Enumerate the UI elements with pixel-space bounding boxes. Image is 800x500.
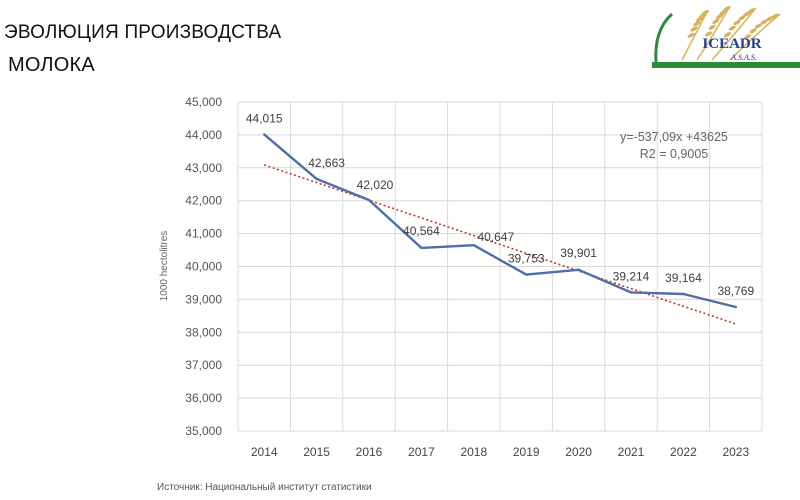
x-tick-label: 2014 <box>251 445 278 459</box>
x-tick-label: 2018 <box>460 445 487 459</box>
logo-text: ICEADR <box>702 36 761 52</box>
y-tick-label: 35,000 <box>185 424 222 438</box>
data-label: 39,901 <box>560 246 597 260</box>
trendline-equation: y=-537,09x +43625 R2 = 0,9005 <box>604 129 744 163</box>
data-point <box>734 305 737 309</box>
source-note: Источник: Национальный институт статисти… <box>157 482 372 493</box>
x-tick-label: 2021 <box>618 445 645 459</box>
y-axis-label: 1000 hectolitres <box>159 231 170 302</box>
data-labels: 44,015 42,663 42,020 40,564 40,647 39,753 39,9… <box>246 111 755 298</box>
data-point <box>577 268 580 271</box>
data-point <box>525 273 528 276</box>
trendline-layer <box>263 164 737 325</box>
x-tick-labels: 2014 2015 2016 2017 2018 2019 2020 2021 2022 2023 <box>251 445 750 459</box>
x-tick-label: 2016 <box>356 445 383 459</box>
trendline-r2-text: R2 = 0,9005 <box>639 147 709 161</box>
x-tick-label: 2019 <box>513 445 540 459</box>
trendline <box>263 164 737 325</box>
iceadr-logo: ICEADR A.S.A.S. <box>652 5 800 68</box>
data-label: 42,020 <box>357 178 394 192</box>
data-label: 38,769 <box>717 284 754 298</box>
grid-layer <box>237 101 763 432</box>
data-point <box>263 133 266 136</box>
y-tick-label: 41,000 <box>185 227 222 241</box>
y-tick-label: 43,000 <box>185 161 222 175</box>
page-title-line-1: ЭВОЛЮЦИЯ ПРОИЗВОДСТВА <box>4 22 282 43</box>
trendline-equation-text: y=-537,09x +43625 <box>620 130 728 144</box>
milk-production-chart: 1000 hectolitres 35,000 36,000 37,000 38,00… <box>159 95 763 459</box>
logo-subtext: A.S.A.S. <box>730 53 757 62</box>
y-tick-label: 36,000 <box>185 391 222 405</box>
data-point <box>367 198 371 202</box>
data-point <box>629 291 633 294</box>
y-tick-label: 39,000 <box>185 292 222 306</box>
series-layer <box>263 133 737 309</box>
y-tick-labels: 35,000 36,000 37,000 38,000 39,000 40,000 41,0… <box>185 95 222 438</box>
x-tick-label: 2023 <box>722 445 749 459</box>
x-tick-label: 2022 <box>670 445 697 459</box>
x-tick-label: 2017 <box>408 445 435 459</box>
y-tick-label: 42,000 <box>185 194 222 208</box>
data-point <box>315 177 318 181</box>
x-tick-label: 2020 <box>565 445 592 459</box>
logo-swoosh <box>654 12 674 63</box>
data-label: 40,564 <box>403 224 440 238</box>
y-tick-label: 37,000 <box>185 358 222 372</box>
series-line <box>263 133 737 309</box>
data-point <box>472 244 475 247</box>
data-label: 39,214 <box>613 269 650 283</box>
y-tick-label: 40,000 <box>185 260 222 274</box>
y-tick-label: 38,000 <box>185 325 222 339</box>
data-label: 39,164 <box>665 271 702 285</box>
data-label: 39,753 <box>508 252 545 266</box>
logo-stripe <box>652 62 800 68</box>
data-point <box>682 292 685 296</box>
y-tick-label: 44,000 <box>185 128 222 142</box>
data-label: 44,015 <box>246 111 283 125</box>
y-tick-label: 45,000 <box>185 95 222 109</box>
x-tick-label: 2015 <box>303 445 330 459</box>
data-point <box>420 246 423 250</box>
page-title-line-2: МОЛОКА <box>8 54 95 76</box>
wheat-ears-icon <box>681 5 781 61</box>
data-label: 40,647 <box>477 230 514 244</box>
data-label: 42,663 <box>308 156 345 170</box>
